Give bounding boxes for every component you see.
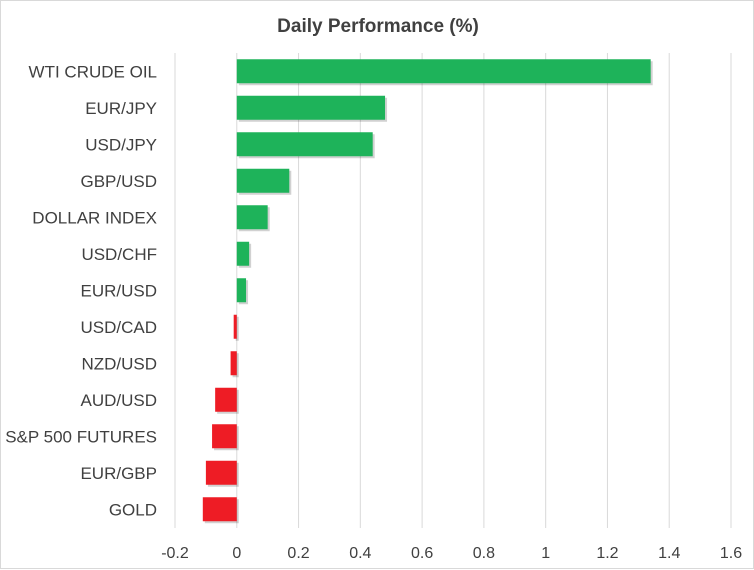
- category-label: EUR/GBP: [80, 464, 157, 483]
- x-axis-tick-labels: -0.2 0 0.2 0.4 0.6 0.8 1 1.2 1.4 1.6: [161, 545, 742, 562]
- category-label: GBP/USD: [80, 172, 157, 191]
- x-tick-label: 0.8: [473, 545, 495, 562]
- category-label: USD/CHF: [81, 245, 157, 264]
- bar: [202, 497, 237, 522]
- chart-title: Daily Performance (%): [277, 16, 479, 37]
- category-label: USD/CAD: [80, 318, 157, 337]
- bar: [236, 168, 290, 193]
- category-label: AUD/USD: [80, 391, 157, 410]
- category-label: S&P 500 FUTURES: [5, 427, 157, 446]
- x-tick-label: 1.2: [596, 545, 618, 562]
- bar-shadow: [235, 316, 239, 341]
- x-tick-label: 0: [232, 545, 241, 562]
- category-label: USD/JPY: [85, 135, 157, 154]
- bar: [212, 424, 237, 449]
- x-tick-label: 1: [541, 545, 550, 562]
- bar: [236, 59, 651, 84]
- category-label: WTI CRUDE OIL: [29, 62, 157, 81]
- bar: [236, 132, 373, 157]
- x-tick-label: 0.2: [287, 545, 309, 562]
- bar: [236, 278, 247, 303]
- x-tick-label: -0.2: [161, 545, 189, 562]
- x-tick-label: 0.6: [411, 545, 433, 562]
- bar: [236, 205, 268, 230]
- x-tick-label: 1.4: [658, 545, 680, 562]
- category-label: DOLLAR INDEX: [32, 208, 157, 227]
- category-label: GOLD: [109, 500, 157, 519]
- gridlines: [174, 53, 732, 528]
- category-label: NZD/USD: [81, 354, 157, 373]
- bar: [233, 314, 237, 339]
- x-tick-label: 1.6: [720, 545, 742, 562]
- x-tick-label: 0.4: [349, 545, 371, 562]
- category-label: EUR/JPY: [85, 99, 157, 118]
- bars: [202, 59, 653, 524]
- bar: [236, 95, 386, 120]
- bar: [236, 241, 250, 266]
- bar: [215, 387, 237, 412]
- bar: [205, 460, 237, 485]
- category-label: EUR/USD: [80, 281, 157, 300]
- category-labels: WTI CRUDE OIL EUR/JPY USD/JPY GBP/USD DOLLAR…: [5, 62, 157, 519]
- bar: [230, 351, 237, 376]
